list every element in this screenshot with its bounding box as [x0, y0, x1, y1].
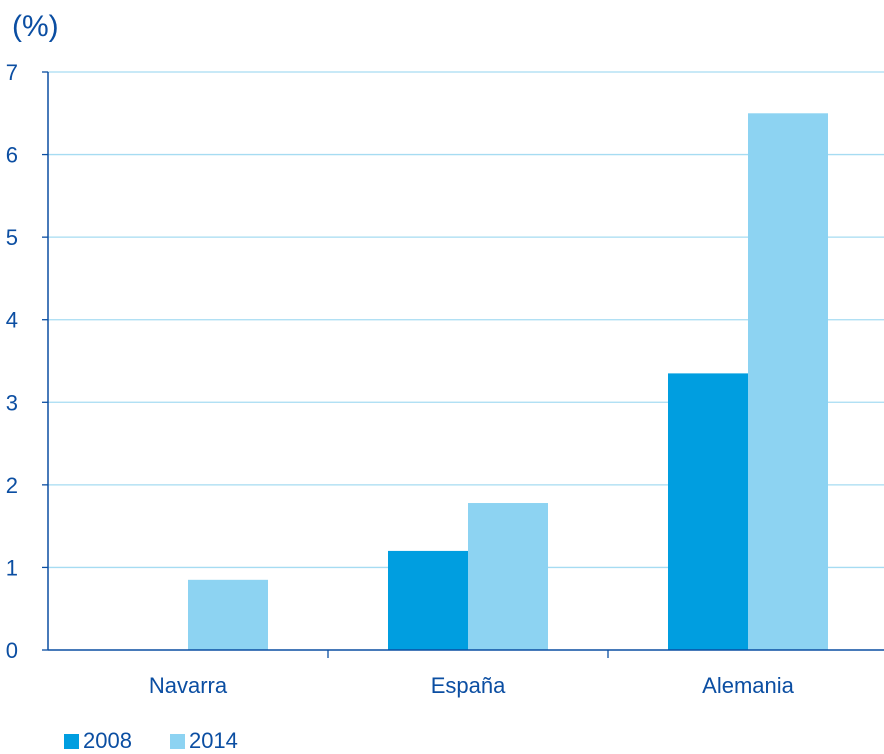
x-tick-label-3: Alemania — [702, 673, 794, 698]
y-tick-label-6: 6 — [6, 143, 18, 168]
gridlines — [48, 71, 884, 569]
legend-swatch-2014 — [169, 733, 185, 749]
bar-2014-3 — [748, 113, 828, 651]
y-tick-labels: 0 1 2 3 4 5 6 7 — [6, 60, 18, 663]
legend-item-2008: 2008 — [64, 728, 132, 754]
bar-2014-1 — [188, 579, 268, 650]
y-tick-label-0: 0 — [6, 638, 18, 663]
axes — [42, 71, 884, 658]
legend-swatch-2008 — [64, 733, 79, 749]
bars — [188, 113, 828, 651]
x-tick-labels: Navarra España Alemania — [149, 673, 795, 698]
y-tick-label-1: 1 — [6, 555, 18, 580]
legend-label-2014: 2014 — [188, 728, 238, 753]
y-axis-unit-label: (%) — [12, 10, 59, 43]
y-tick-label-2: 2 — [6, 473, 18, 498]
x-tick-label-1: Navarra — [149, 673, 228, 698]
y-tick-label-7: 7 — [6, 60, 18, 85]
legend-item-2014: 2014 — [169, 728, 238, 754]
bar-2008-3 — [668, 373, 748, 650]
y-tick-label-5: 5 — [6, 225, 18, 250]
y-tick-label-3: 3 — [6, 390, 18, 415]
x-tick-label-2: España — [431, 673, 506, 698]
bar-2008-2 — [388, 550, 468, 650]
bar-2014-2 — [468, 503, 548, 650]
legend: 2008 2014 — [64, 728, 238, 754]
y-tick-label-4: 4 — [6, 308, 18, 333]
legend-label-2008: 2008 — [83, 728, 132, 753]
